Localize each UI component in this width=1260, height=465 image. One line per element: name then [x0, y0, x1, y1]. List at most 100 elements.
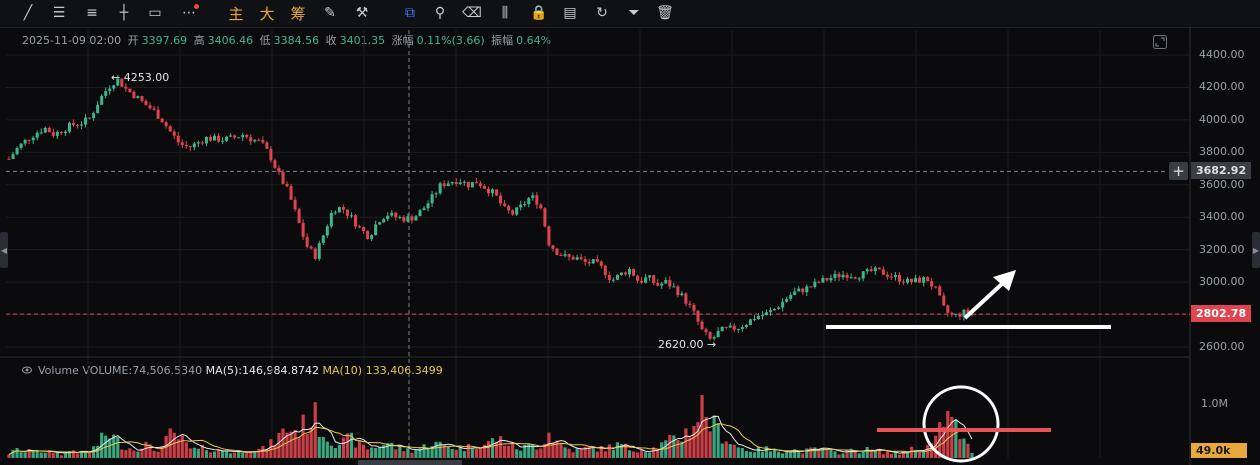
parallel-lines-icon[interactable]: ≡ — [80, 2, 104, 24]
candle-body — [317, 243, 321, 259]
volume-bar — [579, 448, 583, 458]
filter-icon[interactable]: ⏷ — [622, 2, 646, 24]
volume-bar — [950, 416, 954, 458]
volume-bar — [583, 446, 587, 458]
candle-body — [273, 160, 277, 168]
amplitude-label: 振幅 — [491, 34, 514, 47]
volume-bar — [958, 439, 962, 458]
volume-bar — [954, 420, 958, 458]
candle-body — [43, 127, 47, 133]
time-scrollbar[interactable] — [358, 460, 462, 465]
volume-bar — [490, 438, 495, 458]
candle-body — [241, 134, 245, 138]
change-label: 涨幅 — [391, 34, 414, 47]
trend-line-icon[interactable]: ╱ — [16, 2, 40, 24]
price-tick-label: 4000.00 — [1199, 112, 1245, 126]
trend-arrowhead — [993, 270, 1016, 291]
ruler-icon[interactable]: ⚲ — [428, 2, 452, 24]
open-label: 开 — [127, 34, 139, 47]
horizontal-lines-icon[interactable]: ☰ — [47, 2, 71, 24]
candle-body — [938, 286, 942, 296]
candle-body — [640, 280, 644, 283]
candle-body — [893, 274, 897, 277]
price-tick-label: 3600.00 — [1199, 177, 1245, 191]
candle-body — [257, 140, 261, 142]
volume-bar — [918, 452, 922, 458]
visibility-eye-icon[interactable] — [22, 365, 32, 375]
candle-body — [954, 313, 958, 315]
volume-bar — [720, 443, 724, 458]
chip-distribution-button[interactable]: 筹 — [286, 2, 310, 24]
notes-icon[interactable]: ▤ — [558, 2, 582, 24]
candle-body — [7, 158, 11, 160]
big-order-button[interactable]: 大 — [255, 2, 279, 24]
magnet-icon[interactable]: ⧉ — [398, 2, 422, 24]
left-panel-handle[interactable]: ◀ — [0, 232, 8, 268]
candle-body — [35, 132, 39, 138]
candle-body — [253, 140, 257, 142]
candlestick-style-icon[interactable]: ⫼ — [493, 2, 517, 24]
volume-bar — [200, 445, 205, 458]
price-chart[interactable] — [0, 27, 1260, 465]
candle-body — [636, 275, 640, 281]
volume-bar — [607, 444, 611, 458]
volume-bar — [825, 449, 829, 458]
candle-body — [611, 279, 615, 281]
volume-bar — [909, 446, 914, 458]
candle-body — [748, 319, 752, 325]
refresh-icon[interactable]: ↻ — [590, 2, 614, 24]
candle-body — [615, 274, 619, 280]
volume-bar — [120, 449, 124, 458]
right-panel-handle[interactable]: ▶ — [1252, 232, 1260, 268]
volume-bar — [700, 395, 704, 458]
volume-bar — [877, 448, 881, 458]
candle-body — [950, 312, 954, 315]
low-price-marker: 2620.00 → — [658, 337, 717, 351]
candle-body — [680, 293, 684, 296]
volume-bar — [623, 443, 628, 458]
candle-body — [922, 277, 926, 283]
volume-bar — [821, 448, 825, 458]
volume-bar — [216, 449, 221, 458]
volume-bar — [192, 447, 196, 458]
volume-bar — [591, 446, 595, 458]
candle-body — [212, 135, 216, 141]
more-icon[interactable]: ⋯ — [177, 2, 201, 24]
trash-icon[interactable]: 🗑 — [653, 2, 677, 24]
main-force-button[interactable]: 主 — [224, 2, 248, 24]
volume-bar — [913, 450, 918, 458]
volume-bar — [257, 449, 261, 458]
volume-bar — [631, 451, 636, 458]
add-alert-plus-button[interactable]: + — [1169, 162, 1188, 181]
lock-icon[interactable]: 🔒 — [527, 2, 551, 24]
candle-body — [39, 132, 43, 134]
candle-body — [567, 254, 571, 257]
volume-bar — [523, 444, 527, 458]
volume-bar — [688, 437, 692, 458]
candle-body — [88, 117, 92, 119]
volume-bar — [692, 425, 696, 458]
candle-body — [825, 277, 829, 281]
candle-body — [67, 122, 71, 132]
horizontal-ray-icon[interactable]: ┼ — [112, 2, 136, 24]
close-value: 3401.35 — [339, 34, 386, 47]
candle-body — [237, 137, 241, 139]
candle-body — [897, 274, 901, 282]
rectangle-icon[interactable]: ▭ — [143, 2, 167, 24]
volume-bar — [865, 447, 869, 458]
eraser-icon[interactable]: ⌫ — [460, 2, 484, 24]
edit-drawing-icon[interactable]: ✎ — [318, 2, 342, 24]
volume-bar — [869, 449, 873, 458]
candle-body — [71, 122, 75, 125]
volume-bar — [414, 449, 418, 458]
candle-body — [773, 309, 777, 311]
volume-bar — [345, 433, 350, 458]
candle-body — [885, 274, 889, 277]
candle-body — [84, 117, 88, 125]
candle-body — [378, 222, 382, 225]
volume-bar — [668, 434, 672, 458]
magic-wand-icon[interactable]: ⚒ — [350, 2, 374, 24]
candle-body — [499, 195, 503, 204]
candle-body — [156, 109, 160, 119]
fullscreen-expand-icon[interactable] — [1152, 34, 1168, 50]
